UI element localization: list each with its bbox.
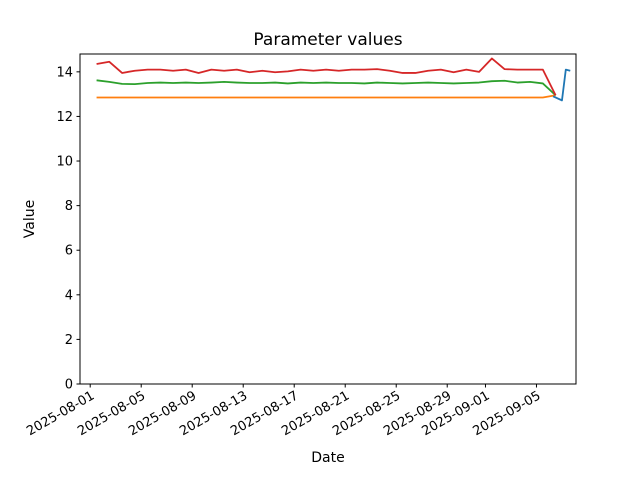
y-tick-label: 12 [56,110,73,125]
series-orange-line [96,94,556,99]
y-tick-label: 4 [65,288,73,303]
y-tick-label: 8 [65,199,73,214]
y-axis-label: Value [22,200,38,238]
chart-title: Parameter values [253,30,402,50]
axes-spines [79,53,577,385]
y-tick-label: 6 [65,244,73,259]
series-red-line [96,57,557,96]
x-axis-label: Date [311,450,344,466]
y-tick-label: 2 [65,333,73,348]
series-green-line [96,79,557,96]
x-axis: 2025-08-012025-08-052025-08-092025-08-13… [24,384,543,439]
series-blue-line [552,68,571,102]
y-axis: 0 2 4 6 8 10 12 14 [56,65,80,393]
y-tick-label: 0 [65,378,73,393]
y-tick-label: 10 [56,155,73,170]
y-tick-label: 14 [56,65,73,80]
data-series [96,57,571,102]
plot-area [79,53,577,385]
